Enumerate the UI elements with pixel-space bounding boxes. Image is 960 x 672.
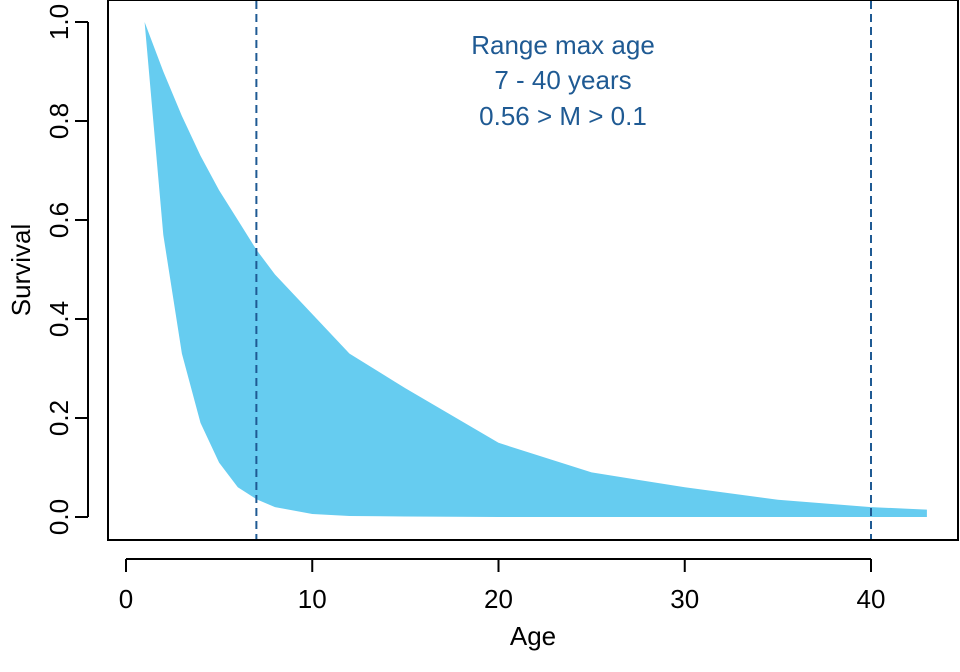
plot-area — [144, 1, 927, 539]
x-tick-label: 0 — [119, 584, 133, 614]
annotation-line-2: 7 - 40 years — [494, 65, 631, 95]
y-axis: 0.0 0.2 0.4 0.6 0.8 1.0 — [44, 4, 89, 535]
x-tick-label: 30 — [670, 584, 699, 614]
survival-band — [144, 22, 927, 517]
y-tick-label: 0.2 — [44, 400, 74, 436]
y-tick-label: 0.6 — [44, 202, 74, 238]
x-tick-label: 10 — [298, 584, 327, 614]
x-axis: 0 10 20 30 40 — [119, 558, 886, 614]
x-tick-label: 20 — [484, 584, 513, 614]
x-tick-label: 40 — [857, 584, 886, 614]
annotation-line-3: 0.56 > M > 0.1 — [479, 101, 647, 131]
y-tick-label: 0.0 — [44, 499, 74, 535]
y-axis-title: Survival — [6, 224, 36, 316]
y-tick-label: 0.4 — [44, 301, 74, 337]
x-axis-title: Age — [510, 621, 556, 651]
annotation: Range max age 7 - 40 years 0.56 > M > 0.… — [471, 30, 655, 131]
y-tick-label: 1.0 — [44, 4, 74, 40]
y-tick-label: 0.8 — [44, 103, 74, 139]
plot-frame — [107, 0, 959, 541]
annotation-line-1: Range max age — [471, 30, 655, 60]
